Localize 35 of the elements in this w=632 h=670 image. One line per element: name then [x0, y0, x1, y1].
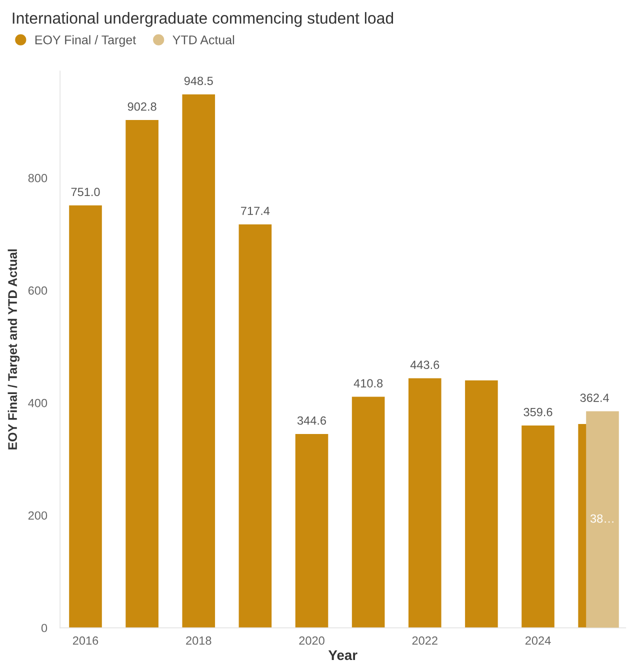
bar	[408, 378, 442, 628]
x-tick-label: 2018	[186, 636, 212, 645]
bar	[522, 426, 554, 628]
x-axis-title: Year	[328, 650, 358, 660]
bar	[295, 434, 328, 628]
y-tick-label: 600	[28, 286, 48, 295]
bar	[352, 396, 385, 628]
data-label: 717.4	[241, 206, 270, 215]
x-tick-label: 2022	[412, 636, 438, 645]
y-tick-label: 200	[28, 511, 48, 520]
data-label: 751.0	[71, 188, 100, 196]
bar	[182, 94, 216, 628]
y-axis-title: EOY Final / Target and YTD Actual	[8, 249, 20, 450]
bar	[465, 380, 498, 628]
y-tick-label: 400	[28, 398, 48, 408]
bar	[586, 411, 619, 628]
bar	[238, 224, 272, 628]
data-label: 902.8	[128, 102, 156, 111]
data-label: 948.5	[184, 76, 213, 86]
data-label: 359.6	[524, 408, 552, 416]
chart-title: International undergraduate commencing student load	[12, 12, 394, 27]
x-tick-label: 2016	[72, 636, 98, 645]
data-label: 344.6	[297, 416, 326, 425]
data-label: 362.4	[580, 394, 609, 402]
x-tick-label: 2020	[299, 636, 324, 645]
legend-label: YTD Actual	[172, 35, 234, 44]
bar	[69, 205, 102, 628]
y-tick-label: 800	[28, 174, 48, 182]
data-label: 443.6	[410, 360, 440, 370]
x-tick-label: 2024	[525, 636, 551, 645]
data-label: 38…	[590, 514, 614, 523]
bar	[126, 120, 158, 628]
data-label: 410.8	[354, 379, 383, 388]
legend-label: EOY Final / Target	[35, 35, 136, 47]
y-tick-label: 0	[41, 624, 48, 632]
